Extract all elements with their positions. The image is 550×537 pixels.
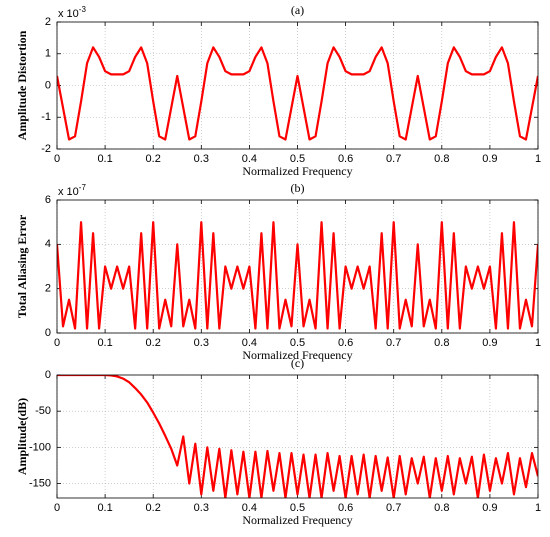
y-axis-label: Amplitude Distortion — [15, 30, 29, 140]
y-tick-label: 6 — [45, 194, 51, 206]
x-tick-label: 0.1 — [97, 337, 112, 349]
y-tick-label: 0 — [45, 327, 51, 339]
x-tick-label: 0.2 — [146, 337, 161, 349]
y-tick-label: 0 — [45, 369, 51, 381]
x-tick-label: 0.7 — [386, 502, 401, 514]
x-tick-label: 0.4 — [242, 337, 257, 349]
y-tick-label: 2 — [45, 16, 51, 28]
x-tick-label: 0.9 — [482, 153, 497, 165]
panel: (b) 0 0.1 0.2 0.3 0.4 0.5 0.6 0.7 0.8 0.9 1 0 2 4 6 Norm… — [15, 181, 541, 362]
x-tick-label: 0.6 — [338, 337, 353, 349]
x-tick-label: 0.5 — [290, 153, 305, 165]
x-tick-label: 0.3 — [194, 337, 209, 349]
multiplier-base: x 10 — [58, 8, 79, 20]
x-tick-label: 0.8 — [434, 502, 449, 514]
x-tick-label: 0.8 — [434, 153, 449, 165]
x-tick-label: 0.2 — [146, 502, 161, 514]
y-axis-label: Amplitude(dB) — [15, 398, 29, 475]
x-tick-label: 0.7 — [386, 153, 401, 165]
x-tick-label: 0 — [54, 153, 60, 165]
x-tick-label: 1 — [535, 337, 541, 349]
panel: (c) 0 0.1 0.2 0.3 0.4 0.5 0.6 0.7 0.8 0.9 1 -150 -100… — [15, 356, 541, 527]
y-tick-label: -150 — [29, 477, 51, 489]
x-tick-label: 0 — [54, 502, 60, 514]
panel: (a) 0 0.1 0.2 0.3 0.4 0.5 0.6 0.7 0.8 0.9 1 -2 -1 0 1 2 N… — [15, 3, 541, 178]
y-tick-label: 2 — [45, 283, 51, 295]
x-tick-label: 0 — [54, 337, 60, 349]
x-tick-label: 0.3 — [194, 502, 209, 514]
y-tick-label: -1 — [41, 111, 51, 123]
x-tick-label: 0.7 — [386, 337, 401, 349]
x-tick-label: 0.9 — [482, 502, 497, 514]
axes-box — [56, 21, 539, 150]
multiplier-exponent: -3 — [79, 5, 87, 14]
x-tick-label: 0.4 — [242, 153, 257, 165]
y-tick-label: -100 — [29, 441, 51, 453]
y-multiplier: x 10-7 — [58, 183, 86, 198]
x-tick-label: 0.9 — [482, 337, 497, 349]
y-multiplier: x 10-3 — [58, 5, 86, 20]
x-tick-label: 0.3 — [194, 153, 209, 165]
x-tick-label: 0.2 — [146, 153, 161, 165]
axes-box — [56, 199, 539, 334]
x-tick-label: 1 — [535, 153, 541, 165]
x-tick-label: 0.5 — [290, 502, 305, 514]
multiplier-exponent: -7 — [79, 183, 87, 192]
x-tick-label: 0.4 — [242, 502, 257, 514]
x-tick-label: 0.1 — [97, 153, 112, 165]
y-tick-label: 4 — [45, 238, 51, 250]
y-tick-label: -2 — [41, 143, 51, 155]
panel-title: (b) — [291, 181, 305, 195]
multiplier-base: x 10 — [58, 186, 79, 198]
x-tick-label: 0.5 — [290, 337, 305, 349]
y-axis-label: Total Aliasing Error — [15, 214, 29, 318]
y-tick-label: -50 — [35, 405, 51, 417]
axes-box — [56, 374, 539, 499]
x-tick-label: 0.6 — [338, 153, 353, 165]
data-line — [57, 375, 538, 498]
y-tick-label: 1 — [45, 48, 51, 60]
x-tick-label: 0.6 — [338, 502, 353, 514]
panel-title: (a) — [291, 3, 304, 17]
panel-title: (c) — [291, 356, 304, 370]
data-line — [57, 221, 538, 330]
x-tick-label: 1 — [535, 502, 541, 514]
x-axis-label: Normalized Frequency — [242, 348, 352, 362]
x-tick-label: 0.1 — [97, 502, 112, 514]
x-tick-label: 0.8 — [434, 337, 449, 349]
x-axis-label: Normalized Frequency — [242, 513, 352, 527]
x-axis-label: Normalized Frequency — [242, 164, 352, 178]
data-line — [57, 46, 538, 141]
y-tick-label: 0 — [45, 79, 51, 91]
